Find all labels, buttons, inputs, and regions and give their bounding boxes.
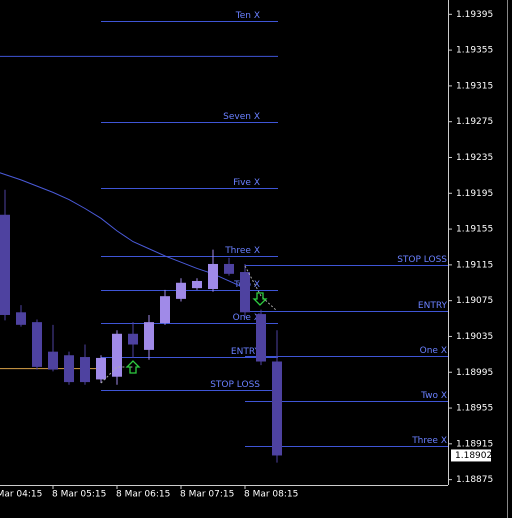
y-tick-label: 1.19315 (456, 81, 493, 91)
level-label: Two X (420, 391, 447, 401)
y-tick-label: 1.18875 (456, 475, 493, 485)
candle-body (48, 351, 58, 370)
y-tick-label: 1.18915 (456, 439, 493, 449)
level-label: STOP LOSS (210, 380, 260, 390)
candle-body (64, 355, 74, 383)
moving-average (0, 172, 246, 289)
level-label: Three X (224, 246, 260, 256)
level-label: Seven X (223, 112, 260, 122)
candle-body (32, 322, 42, 367)
y-tick-label: 1.19115 (456, 260, 493, 270)
candle-body (208, 263, 218, 290)
candle-body (0, 214, 10, 315)
y-tick-label: 1.19355 (456, 46, 493, 56)
candle-body (256, 314, 266, 362)
candle-body (112, 333, 122, 377)
trade-line (244, 265, 278, 312)
y-tick-label: 1.19035 (456, 332, 493, 342)
y-tick-label: 1.19275 (456, 117, 493, 127)
level-label: Ten X (235, 11, 260, 21)
y-tick-label: 1.18955 (456, 404, 493, 414)
current-price-box (451, 449, 491, 462)
y-tick-label: 1.19075 (456, 296, 493, 306)
current-price-label: 1.18902 (455, 451, 492, 461)
x-tick-label: 8 Mar 08:15 (244, 490, 298, 500)
candle-body (224, 263, 234, 274)
candle-body (160, 296, 170, 324)
y-tick-label: 1.19195 (456, 189, 493, 199)
candle-body (144, 322, 154, 350)
candle-body (272, 361, 282, 456)
level-label: One X (420, 346, 447, 356)
sell-arrow (252, 292, 268, 306)
candle-body (80, 357, 90, 383)
level-label: Five X (233, 178, 260, 188)
candle-body (128, 333, 138, 345)
level-label: ENTRY (231, 347, 261, 357)
y-tick-label: 1.19235 (456, 153, 493, 163)
level-label: Three X (411, 436, 447, 446)
buy-arrow (125, 360, 141, 374)
level-label: ENTRY (418, 301, 448, 311)
y-tick-label: 1.19155 (456, 225, 493, 235)
y-tick-label: 1.19395 (456, 10, 493, 20)
trade-markers (100, 265, 278, 384)
x-tick-label: 8 Mar 07:15 (180, 490, 234, 500)
candle-body (176, 282, 186, 299)
level-label: One X (233, 313, 260, 323)
candle-body (96, 357, 106, 380)
y-tick-label: 1.18995 (456, 368, 493, 378)
x-tick-label: 8 Mar 05:15 (52, 490, 106, 500)
x-tick-label: 8 Mar 06:15 (116, 490, 170, 500)
candle-body (16, 312, 26, 325)
plot-area: Ten X Seven X Five X Three X Two X One X ENTRY… (0, 11, 448, 463)
candle-body (240, 272, 250, 313)
level-label: STOP LOSS (397, 255, 447, 265)
candle-body (192, 280, 202, 289)
x-tick-label: 8 Mar 04:15 (0, 490, 42, 500)
